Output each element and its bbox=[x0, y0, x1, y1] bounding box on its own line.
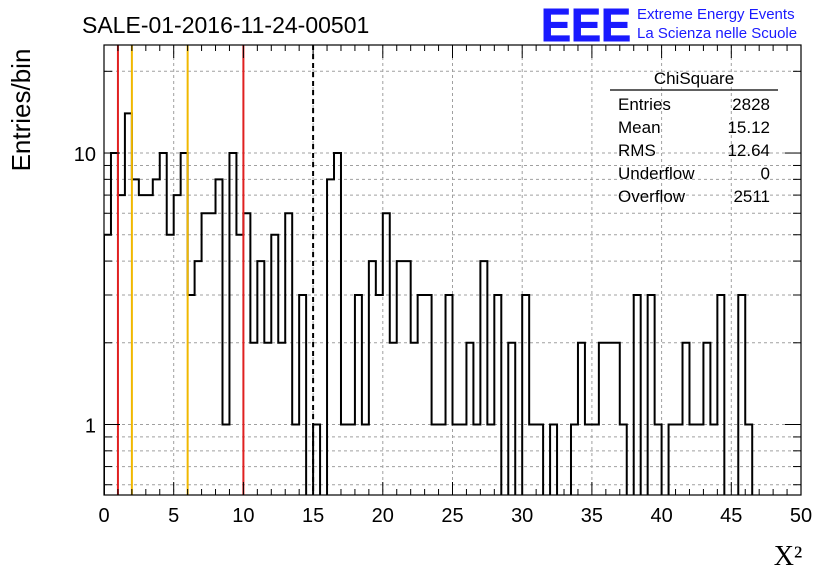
stats-label-rms: RMS bbox=[618, 141, 656, 160]
stats-label-underflow: Underflow bbox=[618, 164, 695, 183]
x-tick-label: 40 bbox=[650, 505, 672, 527]
eee-logo: EEE bbox=[541, 0, 631, 51]
stats-value-overflow: 2511 bbox=[733, 187, 770, 206]
x-axis-label: X² bbox=[774, 541, 803, 572]
x-tick-label: 30 bbox=[511, 505, 533, 527]
stats-box: ChiSquare Entries 2828 Mean 15.12 RMS 12… bbox=[610, 69, 778, 206]
x-tick-label: 20 bbox=[372, 505, 394, 527]
vertical-markers bbox=[116, 45, 315, 495]
x-tick-label: 10 bbox=[232, 505, 254, 527]
x-tick-label: 35 bbox=[581, 505, 603, 527]
run-title: SALE-01-2016-11-24-00501 bbox=[82, 12, 369, 38]
x-tick-label: 25 bbox=[441, 505, 463, 527]
x-tick-label: 45 bbox=[720, 505, 742, 527]
y-axis-label: Entries/bin bbox=[6, 49, 36, 172]
stats-value-rms: 12.64 bbox=[727, 141, 770, 160]
x-tick-label: 0 bbox=[98, 505, 109, 527]
stats-label-mean: Mean bbox=[618, 118, 661, 137]
stats-label-entries: Entries bbox=[618, 95, 671, 114]
x-tick-label: 15 bbox=[302, 505, 324, 527]
y-tick-label: 10 bbox=[74, 144, 96, 166]
x-tick-label: 5 bbox=[168, 505, 179, 527]
stats-title: ChiSquare bbox=[654, 69, 734, 88]
stats-value-entries: 2828 bbox=[732, 95, 770, 114]
y-tick-label: 1 bbox=[85, 416, 96, 438]
stats-label-overflow: Overflow bbox=[618, 187, 686, 206]
logo-line-1: Extreme Energy Events bbox=[637, 6, 795, 23]
axis-ticks: 0 5 10 15 20 25 30 35 40 45 50 1 10 bbox=[74, 45, 812, 527]
logo-line-2: La Scienza nelle Scuole bbox=[637, 25, 797, 42]
x-tick-label: 50 bbox=[790, 505, 812, 527]
stats-value-mean: 15.12 bbox=[727, 118, 770, 137]
grid bbox=[104, 45, 801, 495]
stats-value-underflow: 0 bbox=[761, 164, 770, 183]
